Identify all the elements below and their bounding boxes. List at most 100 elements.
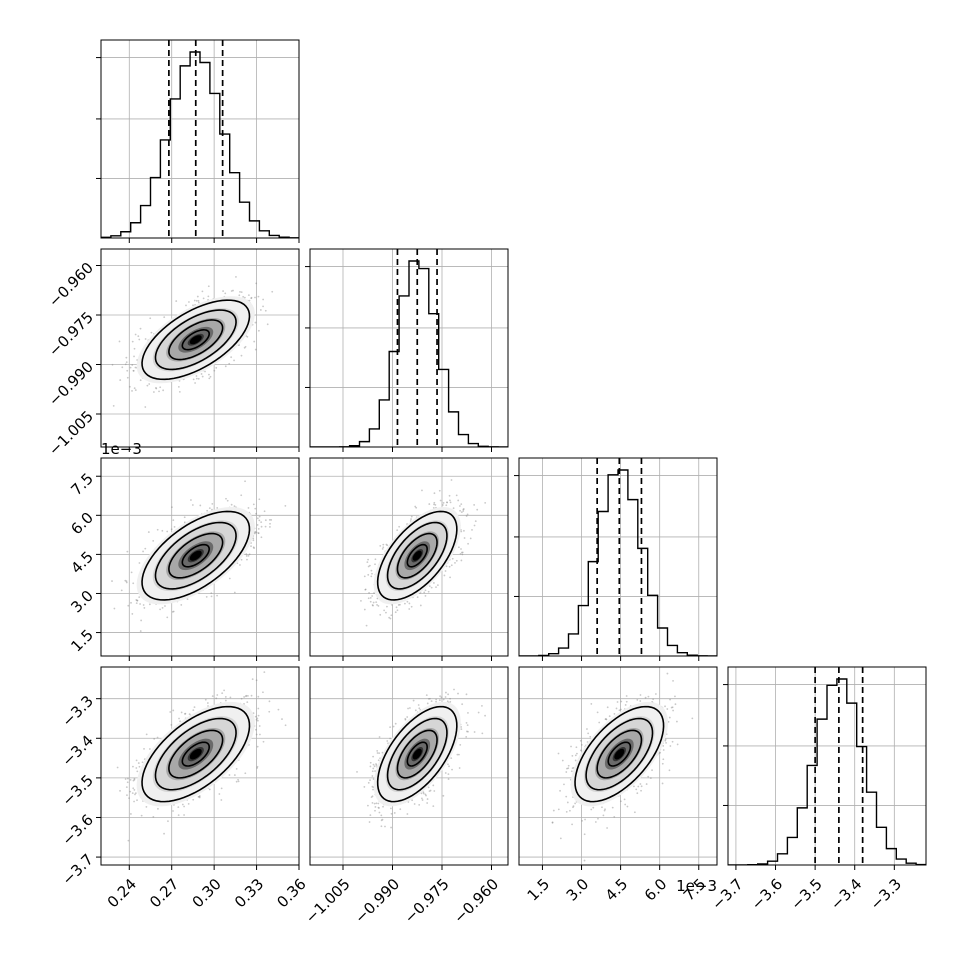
scatter-point: [374, 558, 377, 561]
scatter-point: [163, 832, 165, 835]
scatter-point: [245, 555, 248, 557]
histogram: [310, 260, 508, 447]
scatter-point: [239, 291, 241, 293]
scatter-point: [178, 717, 180, 720]
scatter-point: [460, 511, 463, 514]
scatter-point: [159, 608, 162, 611]
scatter-point: [136, 599, 139, 602]
scatter-point: [254, 715, 257, 718]
y-tick-label: −3.4: [59, 732, 97, 770]
scatter-point: [375, 763, 377, 765]
scatter-point: [561, 759, 564, 762]
scatter-point: [567, 767, 570, 770]
contour-0: [141, 510, 251, 601]
scatter-point: [245, 553, 248, 555]
scatter-point: [121, 366, 124, 369]
scatter-point: [604, 808, 606, 811]
scatter-point: [198, 795, 201, 797]
scatter-point: [244, 772, 247, 775]
scatter-point: [116, 766, 119, 769]
scatter-point: [399, 808, 402, 811]
scatter-point: [639, 700, 642, 702]
contour-2: [168, 319, 224, 361]
scatter-point: [149, 317, 152, 320]
scatter-point: [375, 764, 378, 767]
x-tick-label: 0.33: [231, 875, 267, 911]
scatter-point: [583, 859, 586, 862]
scatter-point: [481, 704, 483, 707]
scatter-point: [640, 785, 643, 788]
y-tick-label: −3.5: [59, 771, 97, 809]
scatter-point: [670, 706, 673, 709]
scatter-point: [433, 790, 436, 792]
panel-frame: [518, 457, 718, 657]
scatter-point: [367, 597, 370, 600]
scatter-point: [360, 599, 362, 602]
scatter-point: [179, 720, 181, 723]
scatter-point: [651, 769, 653, 772]
scatter-point: [449, 499, 451, 502]
scatter-point: [376, 604, 378, 606]
scatter-point: [576, 752, 578, 755]
scatter-point: [381, 547, 384, 550]
scatter-point: [427, 697, 430, 700]
scatter-point: [397, 604, 400, 606]
scatter-point: [596, 711, 599, 714]
scatter-point: [427, 786, 430, 789]
scatter-point: [254, 296, 256, 299]
scatter-point: [386, 544, 389, 547]
scatter-point: [376, 752, 379, 754]
scatter-point: [455, 559, 458, 562]
scatter-point: [635, 788, 638, 791]
scatter-point: [172, 709, 175, 712]
panel-2-2: [514, 457, 718, 661]
scatter-point: [647, 775, 650, 778]
scatter-point: [467, 712, 469, 714]
scatter-point: [235, 780, 238, 783]
scatter-point: [373, 802, 376, 805]
x-tick-label: −0.975: [401, 875, 453, 927]
scatter-point: [371, 795, 374, 798]
y-tick-label: −3.7: [59, 850, 97, 888]
scatter-point: [202, 297, 205, 300]
density-peak: [189, 335, 202, 345]
scatter-point: [392, 725, 395, 728]
scatter-point: [271, 290, 274, 293]
scatter-point: [216, 507, 219, 509]
scatter-point: [676, 720, 678, 723]
scatter-point: [134, 389, 137, 391]
scatter-point: [414, 709, 417, 712]
scatter-point: [255, 718, 258, 721]
scatter-point: [461, 553, 464, 556]
scatter-point: [233, 505, 236, 508]
scatter-point: [461, 703, 464, 706]
scatter-point: [237, 780, 240, 783]
scatter-point: [410, 515, 413, 518]
contour-1: [386, 521, 448, 590]
scatter-point: [246, 701, 249, 704]
scatter-point: [188, 301, 190, 303]
scatter-point: [570, 770, 573, 773]
scatter-point: [177, 806, 180, 808]
panel-frame: [100, 39, 300, 239]
scatter-point: [198, 796, 201, 799]
scatter-point: [460, 728, 463, 731]
scatter-point: [131, 364, 134, 366]
scatter-point: [208, 377, 211, 380]
scatter-point: [126, 550, 129, 553]
scatter-point: [396, 609, 399, 612]
scatter-point: [390, 614, 393, 617]
scatter-point: [460, 551, 463, 554]
contour-0: [141, 705, 251, 803]
scatter-point: [146, 384, 149, 387]
contour-3: [181, 741, 210, 767]
scatter-point: [126, 777, 129, 780]
scatter-point: [264, 525, 267, 528]
scatter-point: [371, 595, 374, 597]
scatter-point: [164, 605, 166, 607]
scatter-point: [424, 589, 427, 592]
scatter-point: [435, 586, 437, 589]
scatter-point: [386, 740, 389, 742]
scatter-point: [559, 837, 562, 840]
scatter-point: [574, 802, 577, 805]
